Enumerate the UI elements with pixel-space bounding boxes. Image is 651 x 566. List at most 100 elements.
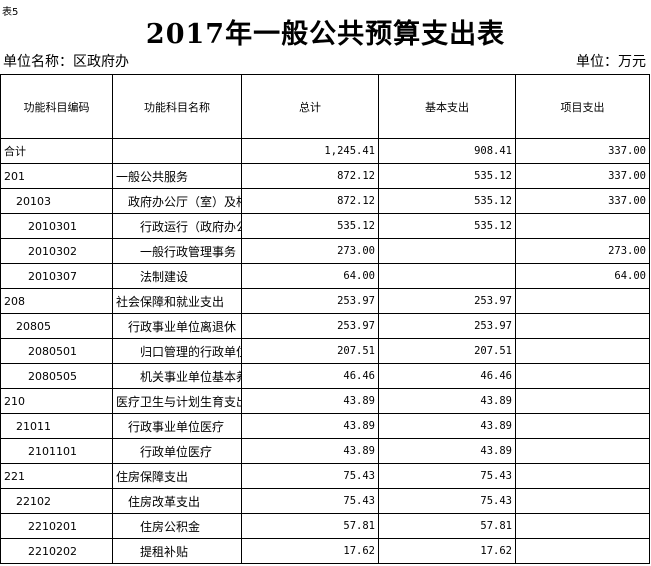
cell-code: 210 <box>0 388 113 414</box>
table-row: 21011 行政事业单位医疗 43.89 43.89 <box>0 413 650 439</box>
cell-code: 2010302 <box>0 238 113 264</box>
table-row: 2010302 一般行政管理事务 273.00 273.00 <box>0 238 650 264</box>
cell-basic <box>378 238 516 264</box>
cell-basic: 75.43 <box>378 463 516 489</box>
cell-basic: 535.12 <box>378 188 516 214</box>
cell-code: 201 <box>0 163 113 189</box>
cell-total: 43.89 <box>241 413 379 439</box>
table-row: 2010301 行政运行（政府办公 535.12 535.12 <box>0 213 650 239</box>
cell-basic: 908.41 <box>378 138 516 164</box>
table-row: 221 住房保障支出 75.43 75.43 <box>0 463 650 489</box>
header-project: 项目支出 <box>515 74 650 139</box>
cell-total: 46.46 <box>241 363 379 389</box>
table-row: 20805 行政事业单位离退休 253.97 253.97 <box>0 313 650 339</box>
cell-total: 1,245.41 <box>241 138 379 164</box>
page-title: 2017年一般公共预算支出表 <box>145 19 506 50</box>
cell-total: 253.97 <box>241 313 379 339</box>
cell-code: 21011 <box>0 413 113 439</box>
budget-table: 功能科目编码 功能科目名称 总计 基本支出 项目支出 合计 1,245.41 908… <box>0 74 650 564</box>
table-row: 2101101 行政单位医疗 43.89 43.89 <box>0 438 650 464</box>
cell-total: 75.43 <box>241 488 379 514</box>
cell-total: 535.12 <box>241 213 379 239</box>
cell-total: 872.12 <box>241 163 379 189</box>
cell-code: 2080505 <box>0 363 113 389</box>
table-row: 210 医疗卫生与计划生育支出 43.89 43.89 <box>0 388 650 414</box>
cell-basic: 253.97 <box>378 288 516 314</box>
table-row: 22102 住房改革支出 75.43 75.43 <box>0 488 650 514</box>
cell-project <box>515 438 650 464</box>
cell-name: 行政运行（政府办公 <box>112 213 242 239</box>
cell-code: 2210201 <box>0 513 113 539</box>
cell-project <box>515 213 650 239</box>
header-total: 总计 <box>241 74 379 139</box>
cell-name: 一般行政管理事务 <box>112 238 242 264</box>
table-row: 合计 1,245.41 908.41 337.00 <box>0 138 650 164</box>
table-row: 2210202 提租补贴 17.62 17.62 <box>0 538 650 564</box>
cell-code: 2080501 <box>0 338 113 364</box>
table-row: 2010307 法制建设 64.00 64.00 <box>0 263 650 289</box>
cell-project <box>515 363 650 389</box>
cell-basic <box>378 263 516 289</box>
cell-project <box>515 288 650 314</box>
cell-basic: 57.81 <box>378 513 516 539</box>
cell-name: 机关事业单位基本养 <box>112 363 242 389</box>
cell-total: 64.00 <box>241 263 379 289</box>
cell-code: 2010307 <box>0 263 113 289</box>
table-row: 2210201 住房公积金 57.81 57.81 <box>0 513 650 539</box>
header-name: 功能科目名称 <box>112 74 242 139</box>
cell-basic: 46.46 <box>378 363 516 389</box>
cell-basic: 43.89 <box>378 438 516 464</box>
cell-basic: 253.97 <box>378 313 516 339</box>
cell-name: 医疗卫生与计划生育支出 <box>112 388 242 414</box>
cell-code: 208 <box>0 288 113 314</box>
cell-name: 行政事业单位医疗 <box>112 413 242 439</box>
cell-project: 337.00 <box>515 138 650 164</box>
cell-total: 273.00 <box>241 238 379 264</box>
cell-basic: 207.51 <box>378 338 516 364</box>
cell-project <box>515 513 650 539</box>
cell-total: 57.81 <box>241 513 379 539</box>
cell-project: 337.00 <box>515 163 650 189</box>
cell-total: 253.97 <box>241 288 379 314</box>
cell-project <box>515 463 650 489</box>
table-row: 20103 政府办公厅（室）及相 872.12 535.12 337.00 <box>0 188 650 214</box>
cell-code: 22102 <box>0 488 113 514</box>
cell-project <box>515 313 650 339</box>
cell-name <box>112 138 242 164</box>
table-row: 208 社会保障和就业支出 253.97 253.97 <box>0 288 650 314</box>
cell-code: 2010301 <box>0 213 113 239</box>
cell-name: 住房公积金 <box>112 513 242 539</box>
cell-basic: 43.89 <box>378 413 516 439</box>
cell-basic: 75.43 <box>378 488 516 514</box>
cell-code: 20103 <box>0 188 113 214</box>
table-header-row: 功能科目编码 功能科目名称 总计 基本支出 项目支出 <box>0 74 650 139</box>
table-number: 表5 <box>2 7 19 18</box>
cell-basic: 43.89 <box>378 388 516 414</box>
cell-total: 43.89 <box>241 438 379 464</box>
cell-name: 归口管理的行政单位 <box>112 338 242 364</box>
cell-name: 政府办公厅（室）及相 <box>112 188 242 214</box>
cell-code: 合计 <box>0 138 113 164</box>
cell-project <box>515 338 650 364</box>
cell-project <box>515 538 650 564</box>
cell-project: 64.00 <box>515 263 650 289</box>
header-basic: 基本支出 <box>378 74 516 139</box>
table-row: 201 一般公共服务 872.12 535.12 337.00 <box>0 163 650 189</box>
table-row: 2080501 归口管理的行政单位 207.51 207.51 <box>0 338 650 364</box>
header-code: 功能科目编码 <box>0 74 113 139</box>
unit-name-label: 单位名称：区政府办 <box>3 54 129 70</box>
cell-project <box>515 488 650 514</box>
cell-total: 207.51 <box>241 338 379 364</box>
table-row: 2080505 机关事业单位基本养 46.46 46.46 <box>0 363 650 389</box>
cell-project <box>515 388 650 414</box>
cell-name: 社会保障和就业支出 <box>112 288 242 314</box>
cell-name: 法制建设 <box>112 263 242 289</box>
cell-name: 住房改革支出 <box>112 488 242 514</box>
cell-total: 43.89 <box>241 388 379 414</box>
cell-code: 20805 <box>0 313 113 339</box>
cell-code: 221 <box>0 463 113 489</box>
cell-name: 行政单位医疗 <box>112 438 242 464</box>
cell-name: 提租补贴 <box>112 538 242 564</box>
cell-name: 住房保障支出 <box>112 463 242 489</box>
cell-basic: 535.12 <box>378 213 516 239</box>
